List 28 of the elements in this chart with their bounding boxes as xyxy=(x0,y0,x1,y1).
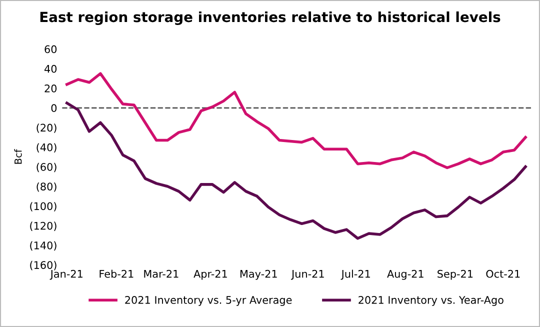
x-tick-label: Jun-21 xyxy=(291,270,324,280)
line-series xyxy=(66,102,527,240)
y-tick-label: (80) xyxy=(36,182,56,192)
x-tick-label: Jul-21 xyxy=(340,270,370,280)
y-tick-label: (60) xyxy=(36,162,56,172)
y-tick-label: (40) xyxy=(36,143,56,152)
x-tick-label: Aug-21 xyxy=(387,270,424,280)
x-tick-label: Sep-21 xyxy=(438,270,473,280)
line-series xyxy=(66,72,527,170)
y-tick-label: (20) xyxy=(36,124,56,133)
x-tick-label: Feb-21 xyxy=(100,270,134,278)
y-tick-label: 60 xyxy=(44,45,57,54)
x-tick-label: Apr-21 xyxy=(194,270,227,280)
y-tick-label: 40 xyxy=(44,64,57,73)
y-tick-label: 0 xyxy=(51,104,57,112)
legend-label: 2021 Inventory vs. 5-yr Average xyxy=(125,296,292,306)
y-tick-label: (100) xyxy=(30,202,56,212)
y-axis-title: Bcf xyxy=(14,149,22,164)
x-tick-label: Mar-21 xyxy=(144,270,178,278)
y-tick-label: (120) xyxy=(30,222,56,231)
x-tick-label: May-21 xyxy=(240,270,277,280)
x-tick-label: Jan-21 xyxy=(50,270,82,280)
chart-title: East region storage inventories relative to historical levels xyxy=(40,11,500,25)
y-tick-label: (140) xyxy=(30,241,56,251)
y-tick-label: 20 xyxy=(44,84,57,92)
x-tick-label: Oct-21 xyxy=(486,270,520,278)
y-tick-label: (160) xyxy=(30,260,56,270)
legend-label: 2021 Inventory vs. Year-Ago xyxy=(358,296,504,306)
